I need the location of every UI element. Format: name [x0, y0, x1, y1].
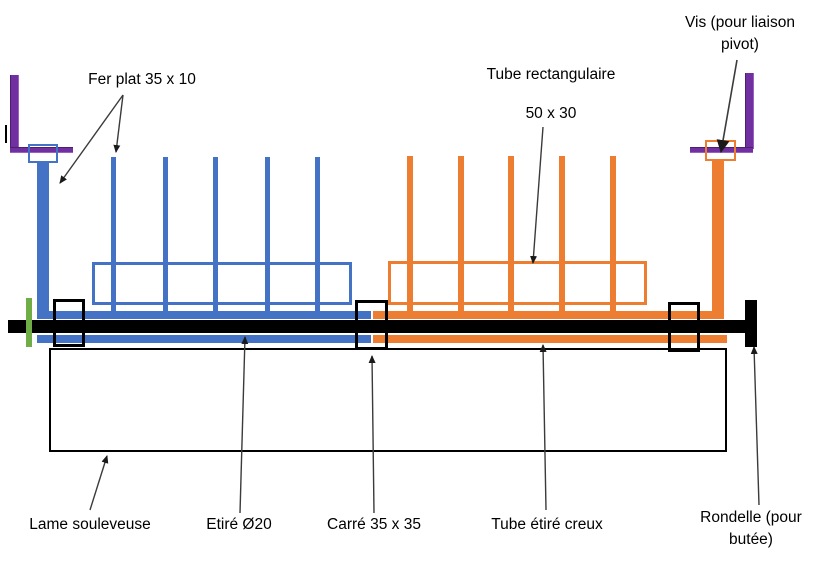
- bearing-square-middle: [355, 300, 388, 350]
- blue-tube-outline: [92, 262, 352, 305]
- label-rondelle: Rondelle (pour butée): [688, 507, 814, 552]
- label-carre-text: Carré 35 x 35: [327, 516, 421, 533]
- label-fer-plat: Fer plat 35 x 10: [80, 69, 204, 91]
- orange-lower-rail: [373, 335, 727, 343]
- orange-tube-outline: [388, 261, 647, 305]
- shaft-etire-20: [8, 320, 745, 333]
- left-purple-bracket-horizontal: [10, 147, 73, 153]
- label-rondelle-line2: butée): [729, 531, 773, 549]
- arrow-rondelle: [750, 346, 760, 506]
- label-vis: Vis (pour liaison pivot): [672, 12, 808, 57]
- bearing-square-right: [668, 302, 700, 352]
- label-carre: Carré 35 x 35: [318, 514, 430, 536]
- label-tube-etire-creux: Tube étiré creux: [480, 514, 614, 536]
- orange-tine-3: [508, 156, 514, 312]
- orange-upper-rail: [373, 311, 724, 319]
- lifting-blade-outline: [49, 348, 727, 452]
- arrow-vis: [716, 59, 738, 153]
- orange-tine-4: [559, 156, 565, 312]
- stop-washer: [745, 300, 757, 347]
- label-vis-line2: pivot): [721, 36, 759, 54]
- label-tube-rectangulaire-line2: 50 x 30: [525, 105, 577, 123]
- blue-tine-5: [315, 157, 320, 312]
- blue-tine-4: [265, 157, 270, 312]
- blue-lower-rail: [37, 335, 371, 343]
- orange-pivot-bar: [712, 159, 724, 319]
- label-rondelle-line1: Rondelle (pour: [700, 509, 802, 526]
- left-tick-mark: [5, 125, 7, 143]
- orange-tine-1: [407, 156, 413, 312]
- blue-flat-bar-main: [37, 161, 49, 319]
- blue-tine-1: [111, 157, 116, 312]
- arrow-50x30: [530, 126, 544, 264]
- arrow-fer-plat-to-tine: [113, 94, 124, 153]
- label-tube-rectangulaire-line1: Tube rectangulaire: [486, 66, 616, 83]
- left-purple-bracket-vertical: [10, 75, 19, 152]
- label-tube-etire-creux-text: Tube étiré creux: [491, 516, 603, 533]
- label-etire: Etiré Ø20: [198, 514, 280, 536]
- blue-upper-rail: [37, 311, 371, 319]
- label-lame-souleveuse-text: Lame souleveuse: [29, 516, 151, 533]
- label-etire-text: Etiré Ø20: [206, 516, 272, 533]
- label-tube-rectangulaire: Tube rectangulaire 50 x 30: [472, 64, 630, 126]
- right-purple-bracket-vertical: [745, 73, 754, 149]
- orange-tine-5: [610, 156, 616, 312]
- blue-tine-2: [163, 157, 168, 312]
- label-vis-line1: Vis (pour liaison: [685, 14, 795, 31]
- bearing-square-left: [53, 299, 85, 347]
- blue-tine-3: [213, 157, 218, 312]
- arrow-lame: [89, 455, 109, 511]
- pivot-screw-clamp-outline: [705, 140, 736, 161]
- label-lame-souleveuse: Lame souleveuse: [20, 514, 160, 536]
- orange-tine-2: [458, 156, 464, 312]
- label-fer-plat-text: Fer plat 35 x 10: [88, 71, 196, 88]
- green-pin: [26, 298, 32, 347]
